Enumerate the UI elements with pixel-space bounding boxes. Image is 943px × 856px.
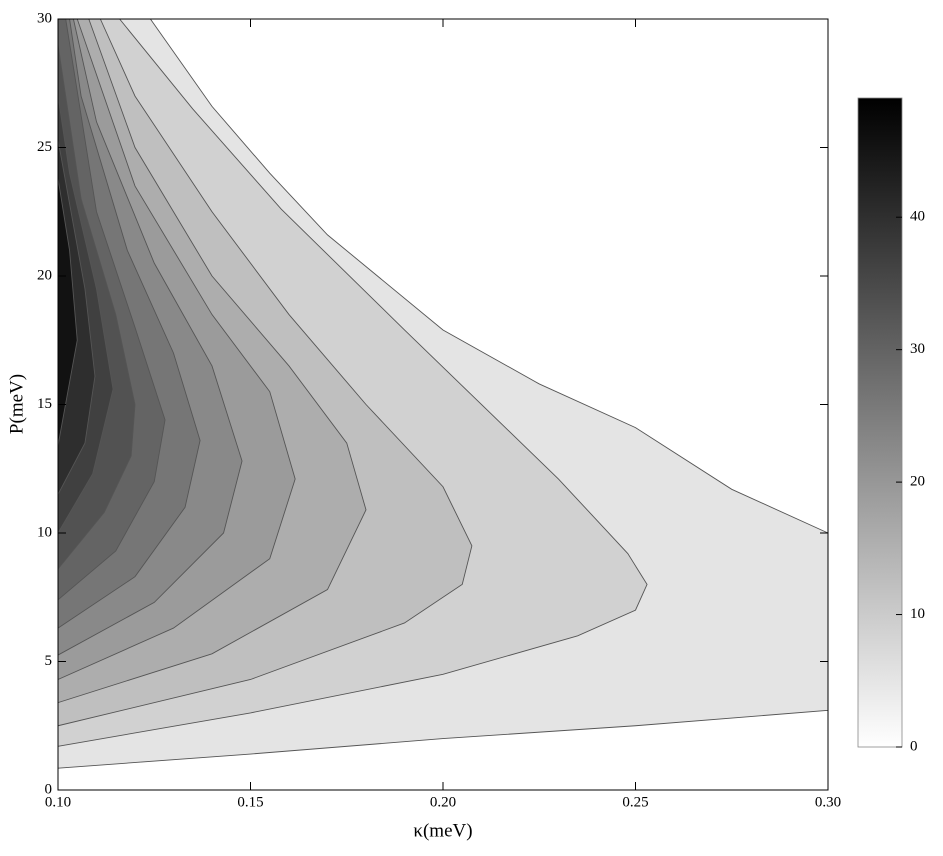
- y-tick-label: 0: [45, 781, 53, 797]
- contour-line: [57, 178, 78, 446]
- contour-line: [57, 18, 243, 656]
- colorbar: [857, 97, 903, 748]
- contour-line: [57, 96, 114, 534]
- contour-line: [57, 139, 96, 495]
- contour-line: [57, 18, 367, 704]
- colorbar-tick-label: 40: [910, 209, 925, 225]
- y-tick-label: 15: [37, 396, 52, 412]
- x-axis-label: κ(meV): [413, 820, 472, 841]
- contour-band: [58, 178, 78, 446]
- y-tick-label: 30: [37, 10, 52, 26]
- y-tick-label: 20: [37, 267, 52, 283]
- x-tick-label: 0.30: [815, 794, 841, 810]
- contour-line: [57, 18, 648, 747]
- contour-line: [57, 18, 166, 601]
- x-tick-label: 0.15: [237, 794, 263, 810]
- colorbar-tick-label: 20: [910, 474, 925, 490]
- y-axis-label: P(meV): [6, 374, 27, 434]
- contour-band: [58, 139, 95, 495]
- plot-area: [57, 18, 829, 769]
- x-tick-label: 0.10: [45, 794, 71, 810]
- y-tick-label: 25: [37, 139, 52, 155]
- x-tick-label: 0.25: [622, 794, 648, 810]
- contour-line: [57, 18, 829, 769]
- contour-line: [57, 18, 201, 629]
- y-tick-label: 10: [37, 524, 52, 540]
- contour-line: [57, 44, 136, 570]
- y-tick-label: 5: [45, 653, 53, 669]
- contour-line: [57, 18, 473, 727]
- contour-line: [57, 18, 296, 680]
- x-tick-label: 0.20: [430, 794, 456, 810]
- colorbar-tick-label: 10: [910, 606, 925, 622]
- colorbar-tick-label: 0: [910, 738, 918, 754]
- colorbar-tick-label: 30: [910, 341, 925, 357]
